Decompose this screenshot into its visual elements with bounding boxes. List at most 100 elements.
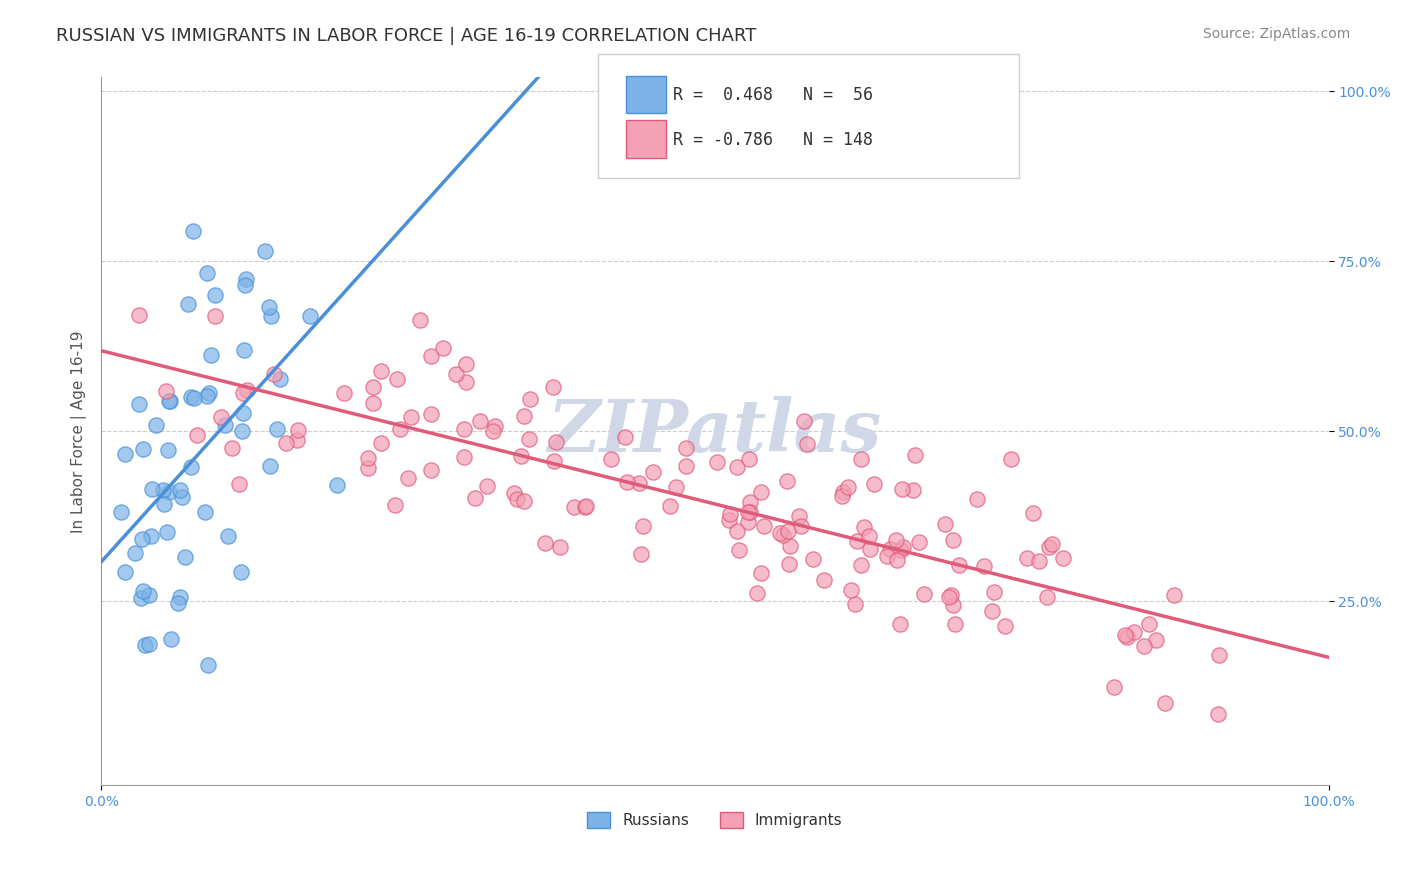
- Immigrants: [370, 435, 392, 450]
- Immigrants: [941, 588, 963, 602]
- Russians: [232, 406, 254, 420]
- Immigrants: [778, 557, 800, 571]
- Immigrants: [879, 541, 901, 556]
- Immigrants: [235, 384, 257, 398]
- Russians: [233, 278, 256, 293]
- Russians: [167, 596, 190, 610]
- Russians: [156, 525, 179, 540]
- Russians: [181, 224, 204, 238]
- Russians: [233, 343, 256, 357]
- Russians: [183, 391, 205, 405]
- Immigrants: [876, 549, 898, 563]
- Immigrants: [1114, 627, 1136, 641]
- Immigrants: [749, 566, 772, 580]
- Immigrants: [675, 441, 697, 455]
- Immigrants: [502, 485, 524, 500]
- Text: R = -0.786   N = 148: R = -0.786 N = 148: [673, 131, 873, 149]
- Russians: [114, 447, 136, 461]
- Immigrants: [128, 308, 150, 322]
- Immigrants: [948, 558, 970, 572]
- Immigrants: [665, 480, 688, 494]
- Immigrants: [506, 491, 529, 506]
- Immigrants: [938, 590, 960, 604]
- Immigrants: [904, 448, 927, 462]
- Immigrants: [658, 499, 681, 513]
- Immigrants: [884, 533, 907, 547]
- Immigrants: [1163, 588, 1185, 602]
- Immigrants: [849, 558, 872, 572]
- Immigrants: [475, 479, 498, 493]
- Immigrants: [534, 535, 557, 549]
- Immigrants: [1102, 680, 1125, 694]
- Immigrants: [973, 558, 995, 573]
- Immigrants: [513, 494, 536, 508]
- Russians: [259, 458, 281, 473]
- Immigrants: [456, 357, 478, 371]
- Immigrants: [983, 585, 1005, 599]
- Russians: [157, 484, 180, 499]
- Russians: [326, 478, 349, 492]
- Immigrants: [889, 617, 911, 632]
- Immigrants: [908, 534, 931, 549]
- Russians: [259, 309, 281, 323]
- Immigrants: [981, 603, 1004, 617]
- Immigrants: [209, 409, 232, 424]
- Immigrants: [409, 313, 432, 327]
- Y-axis label: In Labor Force | Age 16-19: In Labor Force | Age 16-19: [72, 330, 87, 533]
- Immigrants: [575, 500, 598, 514]
- Immigrants: [796, 437, 818, 451]
- Immigrants: [419, 408, 441, 422]
- Immigrants: [285, 433, 308, 447]
- Immigrants: [357, 460, 380, 475]
- Russians: [231, 425, 253, 439]
- Immigrants: [831, 484, 853, 499]
- Immigrants: [419, 463, 441, 477]
- Immigrants: [1028, 554, 1050, 568]
- Immigrants: [453, 450, 475, 464]
- Immigrants: [1036, 591, 1059, 605]
- Immigrants: [1133, 639, 1156, 653]
- Immigrants: [643, 465, 665, 479]
- Immigrants: [890, 542, 912, 557]
- Russians: [180, 390, 202, 404]
- Immigrants: [787, 509, 810, 524]
- Immigrants: [901, 483, 924, 497]
- Immigrants: [385, 372, 408, 386]
- Immigrants: [769, 525, 792, 540]
- Russians: [217, 529, 239, 543]
- Immigrants: [934, 516, 956, 531]
- Russians: [170, 490, 193, 504]
- Russians: [204, 287, 226, 301]
- Immigrants: [863, 477, 886, 491]
- Russians: [198, 386, 221, 401]
- Immigrants: [772, 528, 794, 542]
- Immigrants: [274, 436, 297, 450]
- Immigrants: [221, 442, 243, 456]
- Russians: [160, 632, 183, 646]
- Immigrants: [1208, 648, 1230, 663]
- Russians: [153, 497, 176, 511]
- Immigrants: [1022, 506, 1045, 520]
- Immigrants: [456, 375, 478, 389]
- Text: Source: ZipAtlas.com: Source: ZipAtlas.com: [1202, 27, 1350, 41]
- Russians: [177, 297, 200, 311]
- Immigrants: [839, 583, 862, 598]
- Immigrants: [845, 534, 868, 549]
- Russians: [114, 565, 136, 579]
- Immigrants: [1052, 551, 1074, 566]
- Immigrants: [942, 533, 965, 548]
- Russians: [169, 483, 191, 498]
- Immigrants: [706, 455, 728, 469]
- Immigrants: [389, 421, 412, 435]
- Immigrants: [886, 553, 908, 567]
- Russians: [157, 394, 180, 409]
- Immigrants: [446, 368, 468, 382]
- Russians: [132, 584, 155, 599]
- Immigrants: [1115, 630, 1137, 644]
- Immigrants: [616, 475, 638, 489]
- Immigrants: [776, 474, 799, 488]
- Text: RUSSIAN VS IMMIGRANTS IN LABOR FORCE | AGE 16-19 CORRELATION CHART: RUSSIAN VS IMMIGRANTS IN LABOR FORCE | A…: [56, 27, 756, 45]
- Immigrants: [509, 449, 531, 463]
- Immigrants: [1206, 706, 1229, 721]
- Immigrants: [737, 515, 759, 529]
